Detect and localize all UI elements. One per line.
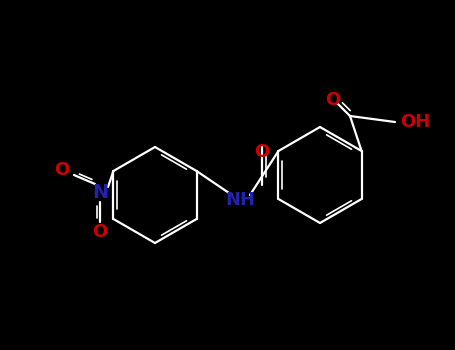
Text: O: O <box>325 91 341 109</box>
Text: OH: OH <box>400 113 430 131</box>
Text: O: O <box>92 223 108 241</box>
Text: O: O <box>254 143 270 161</box>
Text: N: N <box>92 182 108 202</box>
Text: NH: NH <box>225 191 255 209</box>
Text: O: O <box>55 161 70 179</box>
